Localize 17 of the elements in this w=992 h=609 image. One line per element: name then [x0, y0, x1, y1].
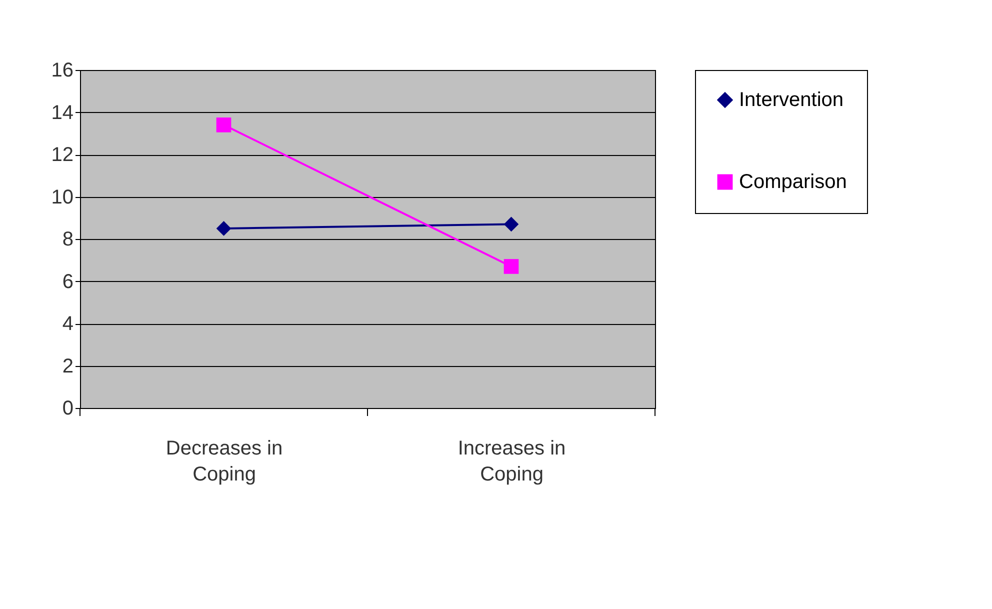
- y-tick-label: 2: [62, 355, 74, 378]
- y-tick-label: 0: [62, 398, 74, 420]
- y-tick-label: 16: [51, 60, 74, 82]
- y-tick-label: 8: [62, 228, 74, 250]
- y-tick-label: 10: [51, 186, 74, 208]
- y-tick-label: 4: [62, 313, 74, 335]
- y-tick-label: 14: [51, 102, 74, 124]
- legend-label: Intervention: [739, 89, 844, 111]
- point: [504, 259, 519, 274]
- point: [216, 221, 232, 236]
- point: [216, 118, 232, 132]
- y-tick-label: 6: [62, 270, 74, 293]
- legend-label: Comparison: [739, 171, 847, 193]
- point: [504, 216, 519, 232]
- y-tick-label: 12: [51, 144, 74, 166]
- x-tick-label: Increases in Coping: [458, 438, 566, 486]
- x-tick-label: Decreases in Coping: [166, 438, 283, 486]
